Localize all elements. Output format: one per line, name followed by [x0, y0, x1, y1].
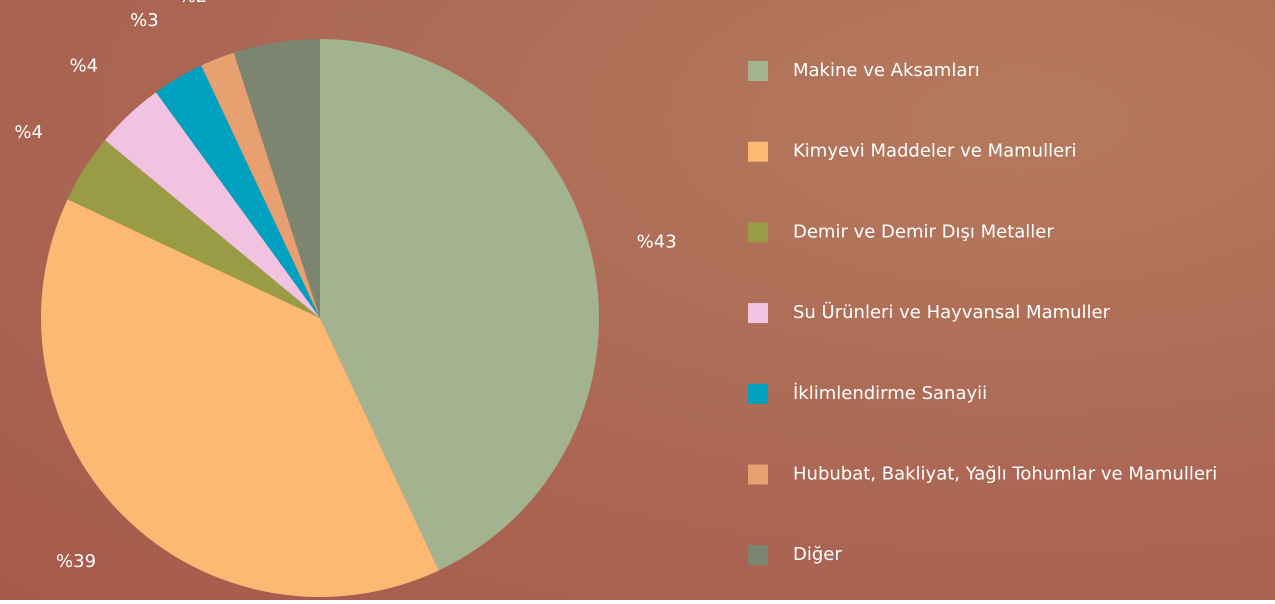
slice-label: %3 [130, 10, 159, 31]
slice-label: %4 [70, 56, 99, 77]
legend-swatch [748, 61, 768, 81]
legend-swatch [748, 545, 768, 566]
legend-label: Diğer [793, 544, 842, 565]
legend-swatch [748, 303, 768, 324]
pie-slice [233, 39, 320, 318]
legend-label: Su Ürünleri ve Hayvansal Mamuller [793, 301, 1111, 323]
legend-swatch [748, 222, 768, 243]
pie-slice [67, 140, 320, 318]
legend-swatch [748, 141, 768, 162]
legend-label: Hububat, Bakliyat, Yağlı Tohumlar ve Mam… [793, 464, 1217, 485]
pie-slice [105, 92, 321, 318]
legend-label: İklimlendirme Sanayii [793, 383, 987, 404]
legend-label: Kimyevi Maddeler ve Mamulleri [793, 141, 1077, 162]
pie-slice [320, 39, 600, 571]
legend-label: Makine ve Aksamları [793, 60, 980, 81]
slice-label: %43 [637, 232, 677, 253]
slice-label: %2 [179, 0, 208, 7]
legend-label: Demir ve Demir Dışı Metaller [793, 221, 1054, 242]
legend-swatch [748, 464, 768, 485]
legend-swatch [748, 383, 768, 404]
pie-slice [156, 65, 320, 318]
slice-label: %4 [14, 122, 43, 143]
slice-label: %39 [56, 551, 96, 572]
pie-slice [201, 52, 320, 318]
pie-slice [40, 199, 439, 598]
